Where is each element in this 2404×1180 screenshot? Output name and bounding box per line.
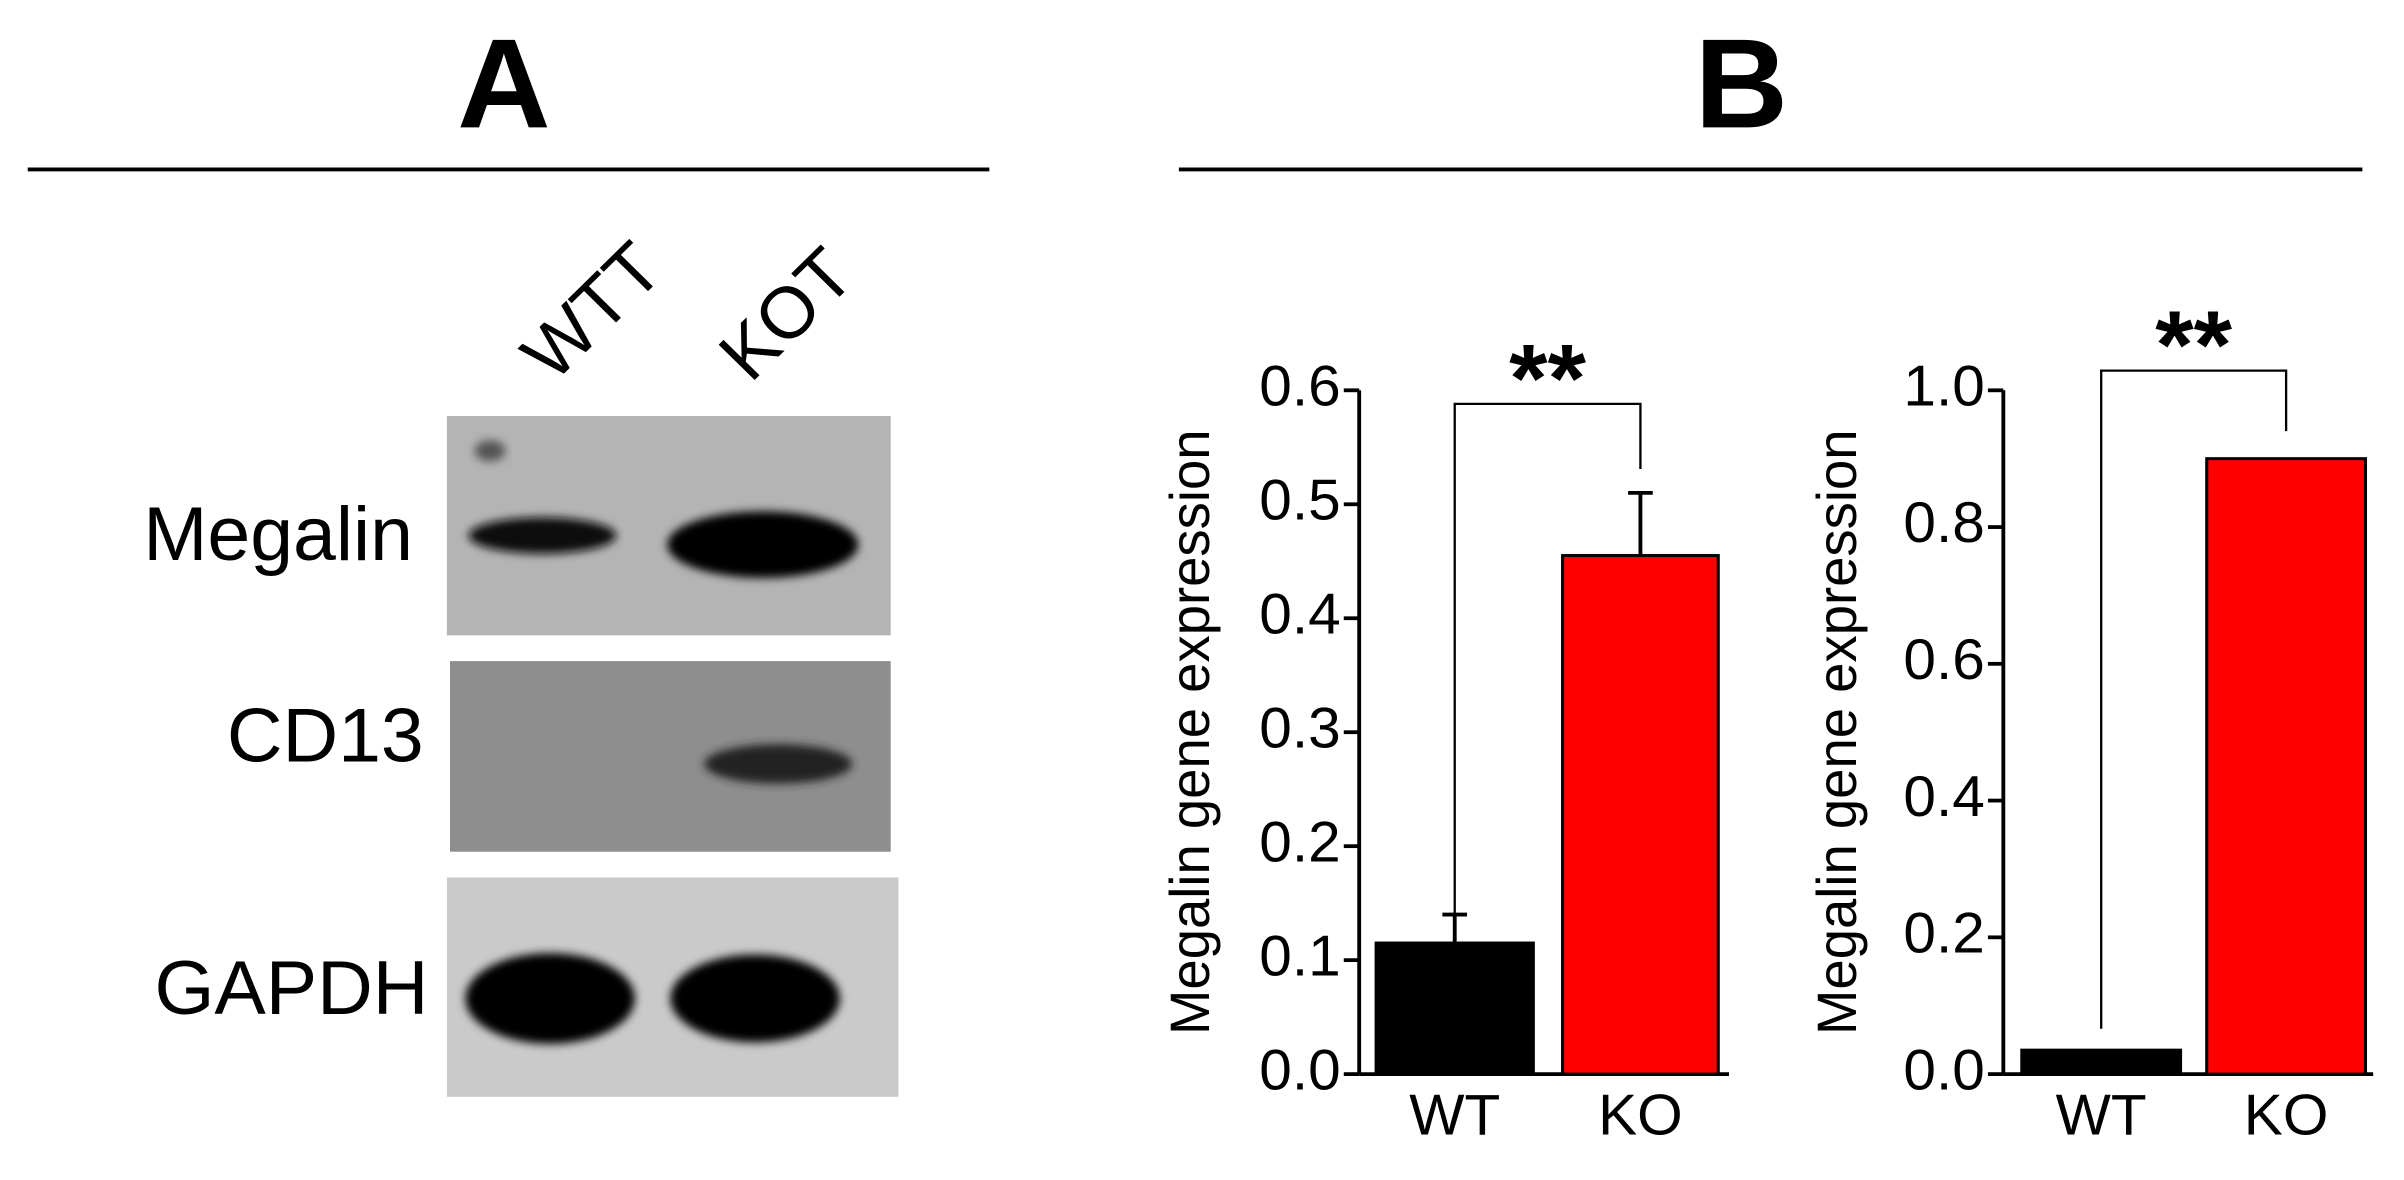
- band: [667, 511, 859, 578]
- significance-label: **: [1509, 324, 1586, 432]
- spot: [474, 440, 506, 462]
- panel-label: A: [457, 13, 550, 155]
- x-tick-label: WT: [2056, 1083, 2147, 1147]
- y-tick-label: 1.0: [1903, 354, 1984, 418]
- row-label: GAPDH: [154, 947, 428, 1031]
- y-tick-label: 0.8: [1903, 491, 1984, 555]
- row-label: CD13: [227, 694, 424, 778]
- bar: [2020, 1048, 2183, 1076]
- x-tick-label: KO: [2244, 1083, 2329, 1147]
- y-tick-label: 0.5: [1259, 468, 1340, 532]
- band: [468, 517, 617, 554]
- y-tick-label: 0.2: [1903, 901, 1984, 965]
- band: [670, 954, 840, 1043]
- row-label: Megalin: [143, 493, 413, 577]
- y-tick-label: 0.0: [1903, 1038, 1984, 1102]
- significance-bracket: [1453, 402, 1642, 916]
- y-tick-label: 0.3: [1259, 696, 1340, 760]
- y-tick-label: 0.6: [1903, 627, 1984, 691]
- y-axis-label: Megalin gene expression: [1806, 429, 1869, 1034]
- significance-bracket: [2100, 369, 2288, 1029]
- y-tick-label: 0.0: [1259, 1038, 1340, 1102]
- bar: [1561, 554, 1720, 1076]
- significance-label: **: [2155, 291, 2232, 399]
- lane-label: WTT: [506, 227, 678, 396]
- bar: [1374, 941, 1535, 1076]
- panel-label: B: [1695, 13, 1788, 155]
- y-axis-label: Megalin gene expression: [1158, 429, 1221, 1034]
- y-tick-label: 0.2: [1259, 810, 1340, 874]
- x-tick-label: WT: [1409, 1083, 1500, 1147]
- y-tick-label: 0.1: [1259, 924, 1340, 988]
- bar: [2205, 457, 2368, 1076]
- y-tick-label: 0.4: [1259, 582, 1340, 646]
- y-tick-label: 0.4: [1903, 764, 1984, 828]
- band: [704, 744, 853, 784]
- band: [465, 953, 635, 1044]
- y-tick-label: 0.6: [1259, 354, 1340, 418]
- x-tick-label: KO: [1598, 1083, 1683, 1147]
- lane-label: KOT: [703, 232, 869, 395]
